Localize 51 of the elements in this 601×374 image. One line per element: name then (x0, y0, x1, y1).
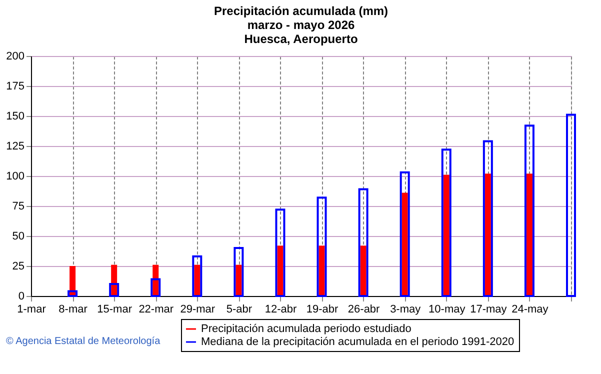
x-tick-label: 19-abr (306, 304, 339, 316)
chart-title: Precipitación acumulada (mm) marzo - mayo 2026 Huesca, Aeropuerto (214, 4, 388, 46)
x-tick-label: 17-may (470, 304, 508, 316)
y-tick-label: 175 (6, 80, 24, 92)
bar (318, 246, 325, 296)
bar (526, 174, 532, 296)
x-tick-label: 15-mar (97, 304, 132, 316)
x-tick-label: 12-abr (264, 304, 297, 316)
bar (111, 264, 118, 296)
x-tick-label: 1-mar (17, 304, 46, 316)
bar (566, 114, 576, 297)
bar (234, 247, 244, 297)
text: © Agencia Estatal de Meteorología (6, 336, 161, 347)
bar (70, 266, 76, 296)
bar (236, 264, 242, 296)
y-tick-label: 150 (6, 110, 24, 122)
x-tick-label: 5-abr (226, 304, 252, 316)
x-tick-label: 10-may (428, 304, 466, 316)
y-tick-label: 200 (6, 50, 24, 62)
bar (441, 148, 452, 297)
y-tick-label: 25 (12, 260, 24, 272)
y-tick-label: 50 (12, 230, 24, 242)
x-tick-label: 26-abr (348, 304, 380, 316)
bar (524, 124, 534, 297)
x-tick-label: 29-mar (180, 304, 216, 316)
y-tick-label: 125 (6, 140, 24, 152)
bar (402, 192, 408, 296)
bar (443, 174, 450, 296)
legend-label: Mediana de la precipitación acumulada en el periodo 1991-2020 (201, 336, 514, 348)
y-tick-label: 75 (12, 200, 24, 212)
bar (194, 264, 200, 296)
y-tick-label: 0 (18, 290, 24, 302)
x-tick-label: 22-mar (138, 304, 174, 316)
bar (152, 264, 159, 296)
bar (316, 196, 327, 297)
bar (192, 255, 202, 297)
bar (484, 174, 491, 296)
bar (275, 208, 286, 297)
bar (358, 188, 368, 297)
bar (482, 140, 493, 297)
bar (109, 283, 120, 297)
x-tick-label: 8-mar (58, 304, 88, 316)
bar (400, 171, 410, 297)
bar (68, 290, 78, 297)
y-tick-label: 100 (6, 170, 24, 182)
x-tick-label: 3-may (390, 304, 422, 316)
bar (150, 278, 161, 297)
bar (277, 246, 284, 296)
bar (360, 246, 366, 296)
x-tick-label: 24-may (512, 304, 549, 316)
legend-label: Precipitación acumulada periodo estudiado (201, 323, 412, 335)
